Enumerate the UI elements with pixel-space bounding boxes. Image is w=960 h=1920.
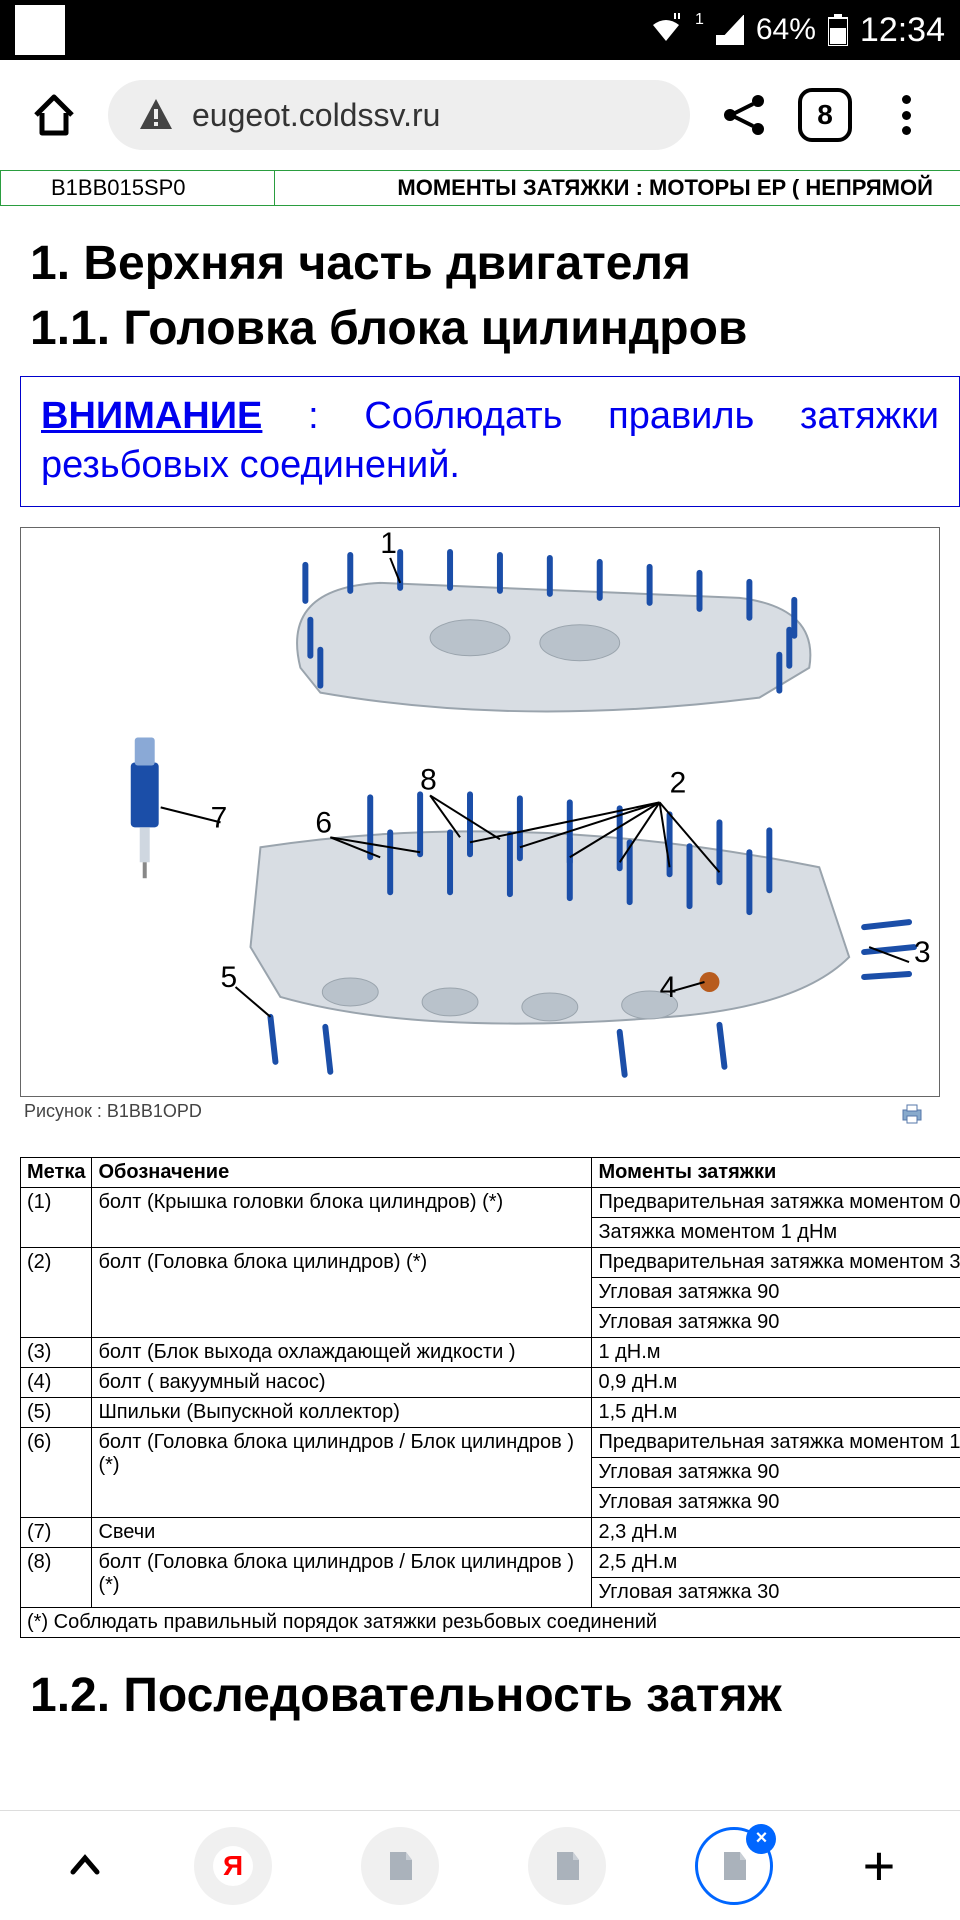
cell-torque: 1,5 дН.м xyxy=(592,1397,960,1427)
torque-table: Метка Обозначение Моменты затяжки (1)бол… xyxy=(20,1157,960,1638)
notification-icon xyxy=(15,5,65,55)
more-menu-icon[interactable] xyxy=(882,91,930,139)
cell-torque: Угловая затяжка 90 xyxy=(592,1487,960,1517)
figure-label-7: 7 xyxy=(211,801,228,834)
address-bar[interactable]: eugeot.coldssv.ru xyxy=(108,80,690,150)
heading-1-1: 1.1. Головка блока цилиндров xyxy=(30,301,960,356)
cell-torque: 0,9 дН.м xyxy=(592,1367,960,1397)
cell-torque: 1 дН.м xyxy=(592,1337,960,1367)
battery-icon xyxy=(828,14,848,46)
browser-toolbar: eugeot.coldssv.ru 8 xyxy=(0,60,960,170)
cell-mark: (5) xyxy=(21,1397,92,1427)
page-icon xyxy=(547,1846,587,1886)
heading-1-2: 1.2. Последовательность затяж xyxy=(30,1668,960,1723)
sim-label: 1 xyxy=(695,11,704,29)
table-row: (6)болт (Головка блока цилиндров / Блок … xyxy=(21,1427,960,1457)
th-torque: Моменты затяжки xyxy=(592,1157,960,1187)
close-tab-icon[interactable]: × xyxy=(746,1824,776,1854)
cell-desc: болт (Головка блока цилиндров / Блок цил… xyxy=(92,1547,592,1607)
cell-desc: болт (Крышка головки блока цилиндров) (*… xyxy=(92,1187,592,1247)
doc-title: МОМЕНТЫ ЗАТЯЖКИ : МОТОРЫ EP ( НЕПРЯМОЙ xyxy=(275,171,960,206)
cell-torque: Угловая затяжка 90 xyxy=(592,1307,960,1337)
page-content[interactable]: B1BB015SP0 МОМЕНТЫ ЗАТЯЖКИ : МОТОРЫ EP (… xyxy=(0,170,960,1810)
android-status-bar: 1 64% 12:34 xyxy=(0,0,960,60)
tab-thumb-2[interactable] xyxy=(528,1827,606,1905)
cell-torque: Предварительная затяжка моментом 0,2 дН.… xyxy=(592,1187,960,1217)
table-row: (1)болт (Крышка головки блока цилиндров)… xyxy=(21,1187,960,1217)
browser-bottom-bar: Я × + xyxy=(0,1810,960,1920)
table-footnote: (*) Соблюдать правильный порядок затяжки… xyxy=(21,1607,960,1637)
th-desc: Обозначение xyxy=(92,1157,592,1187)
table-row: (4)болт ( вакуумный насос)0,9 дН.м xyxy=(21,1367,960,1397)
table-row: (2)болт (Головка блока цилиндров) (*)Пре… xyxy=(21,1247,960,1277)
print-icon[interactable] xyxy=(900,1102,924,1126)
cell-desc: болт ( вакуумный насос) xyxy=(92,1367,592,1397)
expand-tabs-icon[interactable] xyxy=(65,1846,105,1886)
heading-1: 1. Верхняя часть двигателя xyxy=(30,236,960,291)
cell-desc: болт (Блок выхода охлаждающей жидкости ) xyxy=(92,1337,592,1367)
tab-count-label: 8 xyxy=(817,99,833,131)
cell-mark: (6) xyxy=(21,1427,92,1517)
doc-code: B1BB015SP0 xyxy=(1,171,275,206)
battery-percent: 64% xyxy=(756,13,816,47)
new-tab-button[interactable]: + xyxy=(863,1833,896,1898)
tab-switcher[interactable]: 8 xyxy=(798,88,852,142)
svg-text:Я: Я xyxy=(223,1850,243,1881)
cell-torque: 2,5 дН.м xyxy=(592,1547,960,1577)
figure-label-8: 8 xyxy=(420,763,437,796)
table-row: (8)болт (Головка блока цилиндров / Блок … xyxy=(21,1547,960,1577)
cell-mark: (2) xyxy=(21,1247,92,1337)
th-mark: Метка xyxy=(21,1157,92,1187)
cell-torque: Угловая затяжка 30 xyxy=(592,1577,960,1607)
signal-icon xyxy=(716,15,744,45)
warning-sep: : xyxy=(262,395,364,437)
tab-thumb-current[interactable]: × xyxy=(695,1827,773,1905)
page-icon xyxy=(714,1846,754,1886)
cell-desc: болт (Головка блока цилиндров / Блок цил… xyxy=(92,1427,592,1517)
insecure-icon xyxy=(138,97,174,133)
page-icon xyxy=(380,1846,420,1886)
table-row: (7)Свечи2,3 дН.м xyxy=(21,1517,960,1547)
cell-torque: 2,3 дН.м xyxy=(592,1517,960,1547)
figure-label-1: 1 xyxy=(380,528,397,560)
cell-torque: Угловая затяжка 90 xyxy=(592,1277,960,1307)
cell-mark: (8) xyxy=(21,1547,92,1607)
figure-label-3: 3 xyxy=(914,936,931,969)
table-row: (5)Шпильки (Выпускной коллектор)1,5 дН.м xyxy=(21,1397,960,1427)
tab-thumb-1[interactable] xyxy=(361,1827,439,1905)
yandex-icon: Я xyxy=(211,1844,255,1888)
figure-label-4: 4 xyxy=(660,971,677,1004)
tab-thumb-yandex[interactable]: Я xyxy=(194,1827,272,1905)
table-row: (3)болт (Блок выхода охлаждающей жидкост… xyxy=(21,1337,960,1367)
cell-mark: (1) xyxy=(21,1187,92,1247)
figure-label-6: 6 xyxy=(315,806,332,839)
spark-plug xyxy=(131,737,159,878)
cell-torque: Предварительная затяжка моментом 3 дН. xyxy=(592,1247,960,1277)
figure-label-2: 2 xyxy=(670,766,687,799)
figure-caption: Рисунок : B1BB1OPD xyxy=(24,1101,960,1122)
cell-torque: Предварительная затяжка моментом 1,5 дН. xyxy=(592,1427,960,1457)
url-text: eugeot.coldssv.ru xyxy=(192,97,440,134)
cell-torque: Затяжка моментом 1 дНм xyxy=(592,1217,960,1247)
cell-mark: (7) xyxy=(21,1517,92,1547)
cell-mark: (4) xyxy=(21,1367,92,1397)
figure-label-5: 5 xyxy=(221,961,238,994)
cell-torque: Угловая затяжка 90 xyxy=(592,1457,960,1487)
cell-desc: болт (Головка блока цилиндров) (*) xyxy=(92,1247,592,1337)
cell-desc: Свечи xyxy=(92,1517,592,1547)
warning-box: ВНИМАНИЕ : Соблюдать правиль затяжки рез… xyxy=(20,376,960,507)
doc-header-table: B1BB015SP0 МОМЕНТЫ ЗАТЯЖКИ : МОТОРЫ EP (… xyxy=(0,170,960,206)
cell-desc: Шпильки (Выпускной коллектор) xyxy=(92,1397,592,1427)
warning-label: ВНИМАНИЕ xyxy=(41,395,262,437)
engine-diagram: 1 2 3 4 5 6 7 8 xyxy=(20,527,940,1097)
cell-mark: (3) xyxy=(21,1337,92,1367)
wifi-icon xyxy=(649,13,683,47)
clock: 12:34 xyxy=(860,11,945,50)
home-icon[interactable] xyxy=(30,91,78,139)
share-icon[interactable] xyxy=(720,91,768,139)
